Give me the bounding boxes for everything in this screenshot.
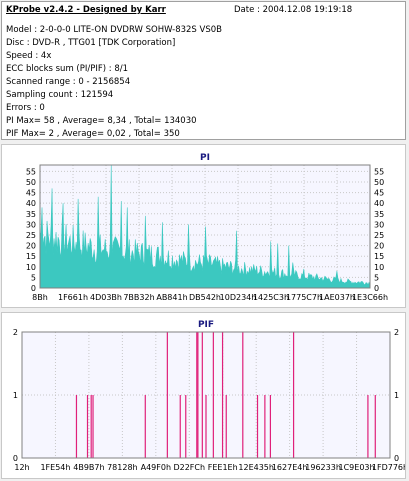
info-range: Scanned range : 0 - 2156854 (6, 77, 131, 87)
pi-y-tick-left: 10 (26, 263, 36, 272)
pif-x-tick-label: A49F0h (141, 463, 171, 472)
info-errors: Errors : 0 (6, 103, 45, 113)
pif-y-tick-right: 1 (394, 391, 399, 400)
pi-x-tick-label: 1E3C66h (352, 293, 388, 302)
pi-y-tick-right: 10 (374, 263, 384, 272)
pi-x-tick-label: 1775C7h (286, 293, 322, 302)
pi-y-tick-left: 30 (26, 220, 36, 229)
pi-x-tick-label: 10D234h (220, 293, 257, 302)
pi-x-tick-label: 1F661h (58, 293, 88, 302)
pif-chart: 0 0 1 1 2 2 12h 1FE54h 4B9B7h 78128h A49F0h D22FCh F… (13, 320, 408, 472)
pif-y-tick-right: 2 (394, 328, 399, 337)
pi-y-tick-left: 55 (26, 167, 36, 176)
info-pif-stats: PIF Max= 2 , Average= 0,02 , Total= 350 (6, 129, 180, 139)
pif-x-tick-label: 1C9E03h (339, 463, 375, 472)
pi-y-tick-right: 55 (374, 167, 384, 176)
pi-y-tick-right: 0 (374, 284, 379, 293)
pi-y-tick-left: 50 (26, 178, 36, 187)
info-disc: Disc : DVD-R , TTG01 [TDK Corporation] (6, 38, 176, 48)
pi-x-tick-label: 1AE037h (319, 293, 355, 302)
pi-y-tick-left: 15 (26, 252, 36, 261)
pif-chart-title: PIF (198, 320, 214, 330)
pi-y-tick-right: 35 (374, 210, 384, 219)
pif-x-tick-label: 196233h (305, 463, 341, 472)
pif-x-tick-label: 78128h (107, 463, 138, 472)
pi-x-tick-label: 7BB32h (123, 293, 154, 302)
pi-x-tick-label: 8Bh (32, 293, 48, 302)
info-speed: Speed : 4x (6, 51, 52, 61)
pi-y-tick-left: 25 (26, 231, 36, 240)
pi-y-tick-right: 25 (374, 231, 384, 240)
pi-x-tick-label: 4D03Bh (90, 293, 122, 302)
info-model: Model : 2-0-0-0 LITE-ON DVDRW SOHW-832S … (6, 25, 222, 35)
pi-y-tick-left: 20 (26, 242, 36, 251)
pif-x-tick-label: 12h (14, 463, 29, 472)
pi-y-tick-right: 50 (374, 178, 384, 187)
pif-plot-border (21, 331, 391, 459)
pi-plot-border (39, 164, 371, 289)
pif-y-tick-left: 1 (13, 391, 18, 400)
pif-x-tick-label: 1FE54h (40, 463, 70, 472)
pi-chart-title: PI (200, 153, 210, 163)
info-pi-stats: PI Max= 58 , Average= 8,34 , Total= 1340… (6, 116, 197, 126)
pif-y-tick-left: 2 (13, 328, 18, 337)
pi-y-tick-right: 5 (374, 273, 379, 282)
pif-chart-panel: 0 0 1 1 2 2 12h 1FE54h 4B9B7h 78128h A49F0h D22FCh F… (1, 312, 408, 479)
pif-x-tick-label: 12E435h (238, 463, 274, 472)
pi-y-tick-right: 45 (374, 189, 384, 198)
pif-x-tick-label: 1627E4h (272, 463, 308, 472)
pif-x-tick-label: 1FD776h (372, 463, 405, 472)
pif-x-tick-label: FEE1Eh (208, 463, 238, 472)
info-sampling: Sampling count : 121594 (6, 90, 114, 100)
pif-x-tick-label: 4B9B7h (73, 463, 104, 472)
pi-y-tick-left: 0 (31, 284, 36, 293)
pi-y-tick-right: 30 (374, 220, 384, 229)
pi-x-tick-label: 1425C3h (253, 293, 289, 302)
pi-y-tick-left: 45 (26, 189, 36, 198)
pi-x-tick-label: DB542h (189, 293, 221, 302)
pi-x-tick-label: AB841h (156, 293, 187, 302)
pi-y-tick-left: 35 (26, 210, 36, 219)
pi-series-area (39, 164, 371, 289)
pif-y-tick-right: 0 (394, 454, 399, 463)
pi-y-tick-left: 40 (26, 199, 36, 208)
pi-y-tick-right: 20 (374, 242, 384, 251)
pi-chart-panel: 0 0 5 5 10 10 15 15 20 20 25 25 30 30 35 35 40 40 45 45 50 50… (1, 144, 406, 308)
app-title: KProbe v2.4.2 - Designed by Karr (6, 5, 166, 15)
scan-date: Date : 2004.12.08 19:19:18 (234, 5, 353, 15)
info-ecc: ECC blocks sum (PI/PIF) : 8/1 (6, 64, 129, 74)
pi-y-tick-left: 5 (31, 273, 36, 282)
pif-y-tick-left: 0 (13, 454, 18, 463)
disc-info-panel: KProbe v2.4.2 - Designed by Karr Date : … (1, 1, 406, 140)
pi-y-tick-right: 40 (374, 199, 384, 208)
pif-x-tick-label: D22FCh (173, 463, 205, 472)
pi-y-tick-right: 15 (374, 252, 384, 261)
